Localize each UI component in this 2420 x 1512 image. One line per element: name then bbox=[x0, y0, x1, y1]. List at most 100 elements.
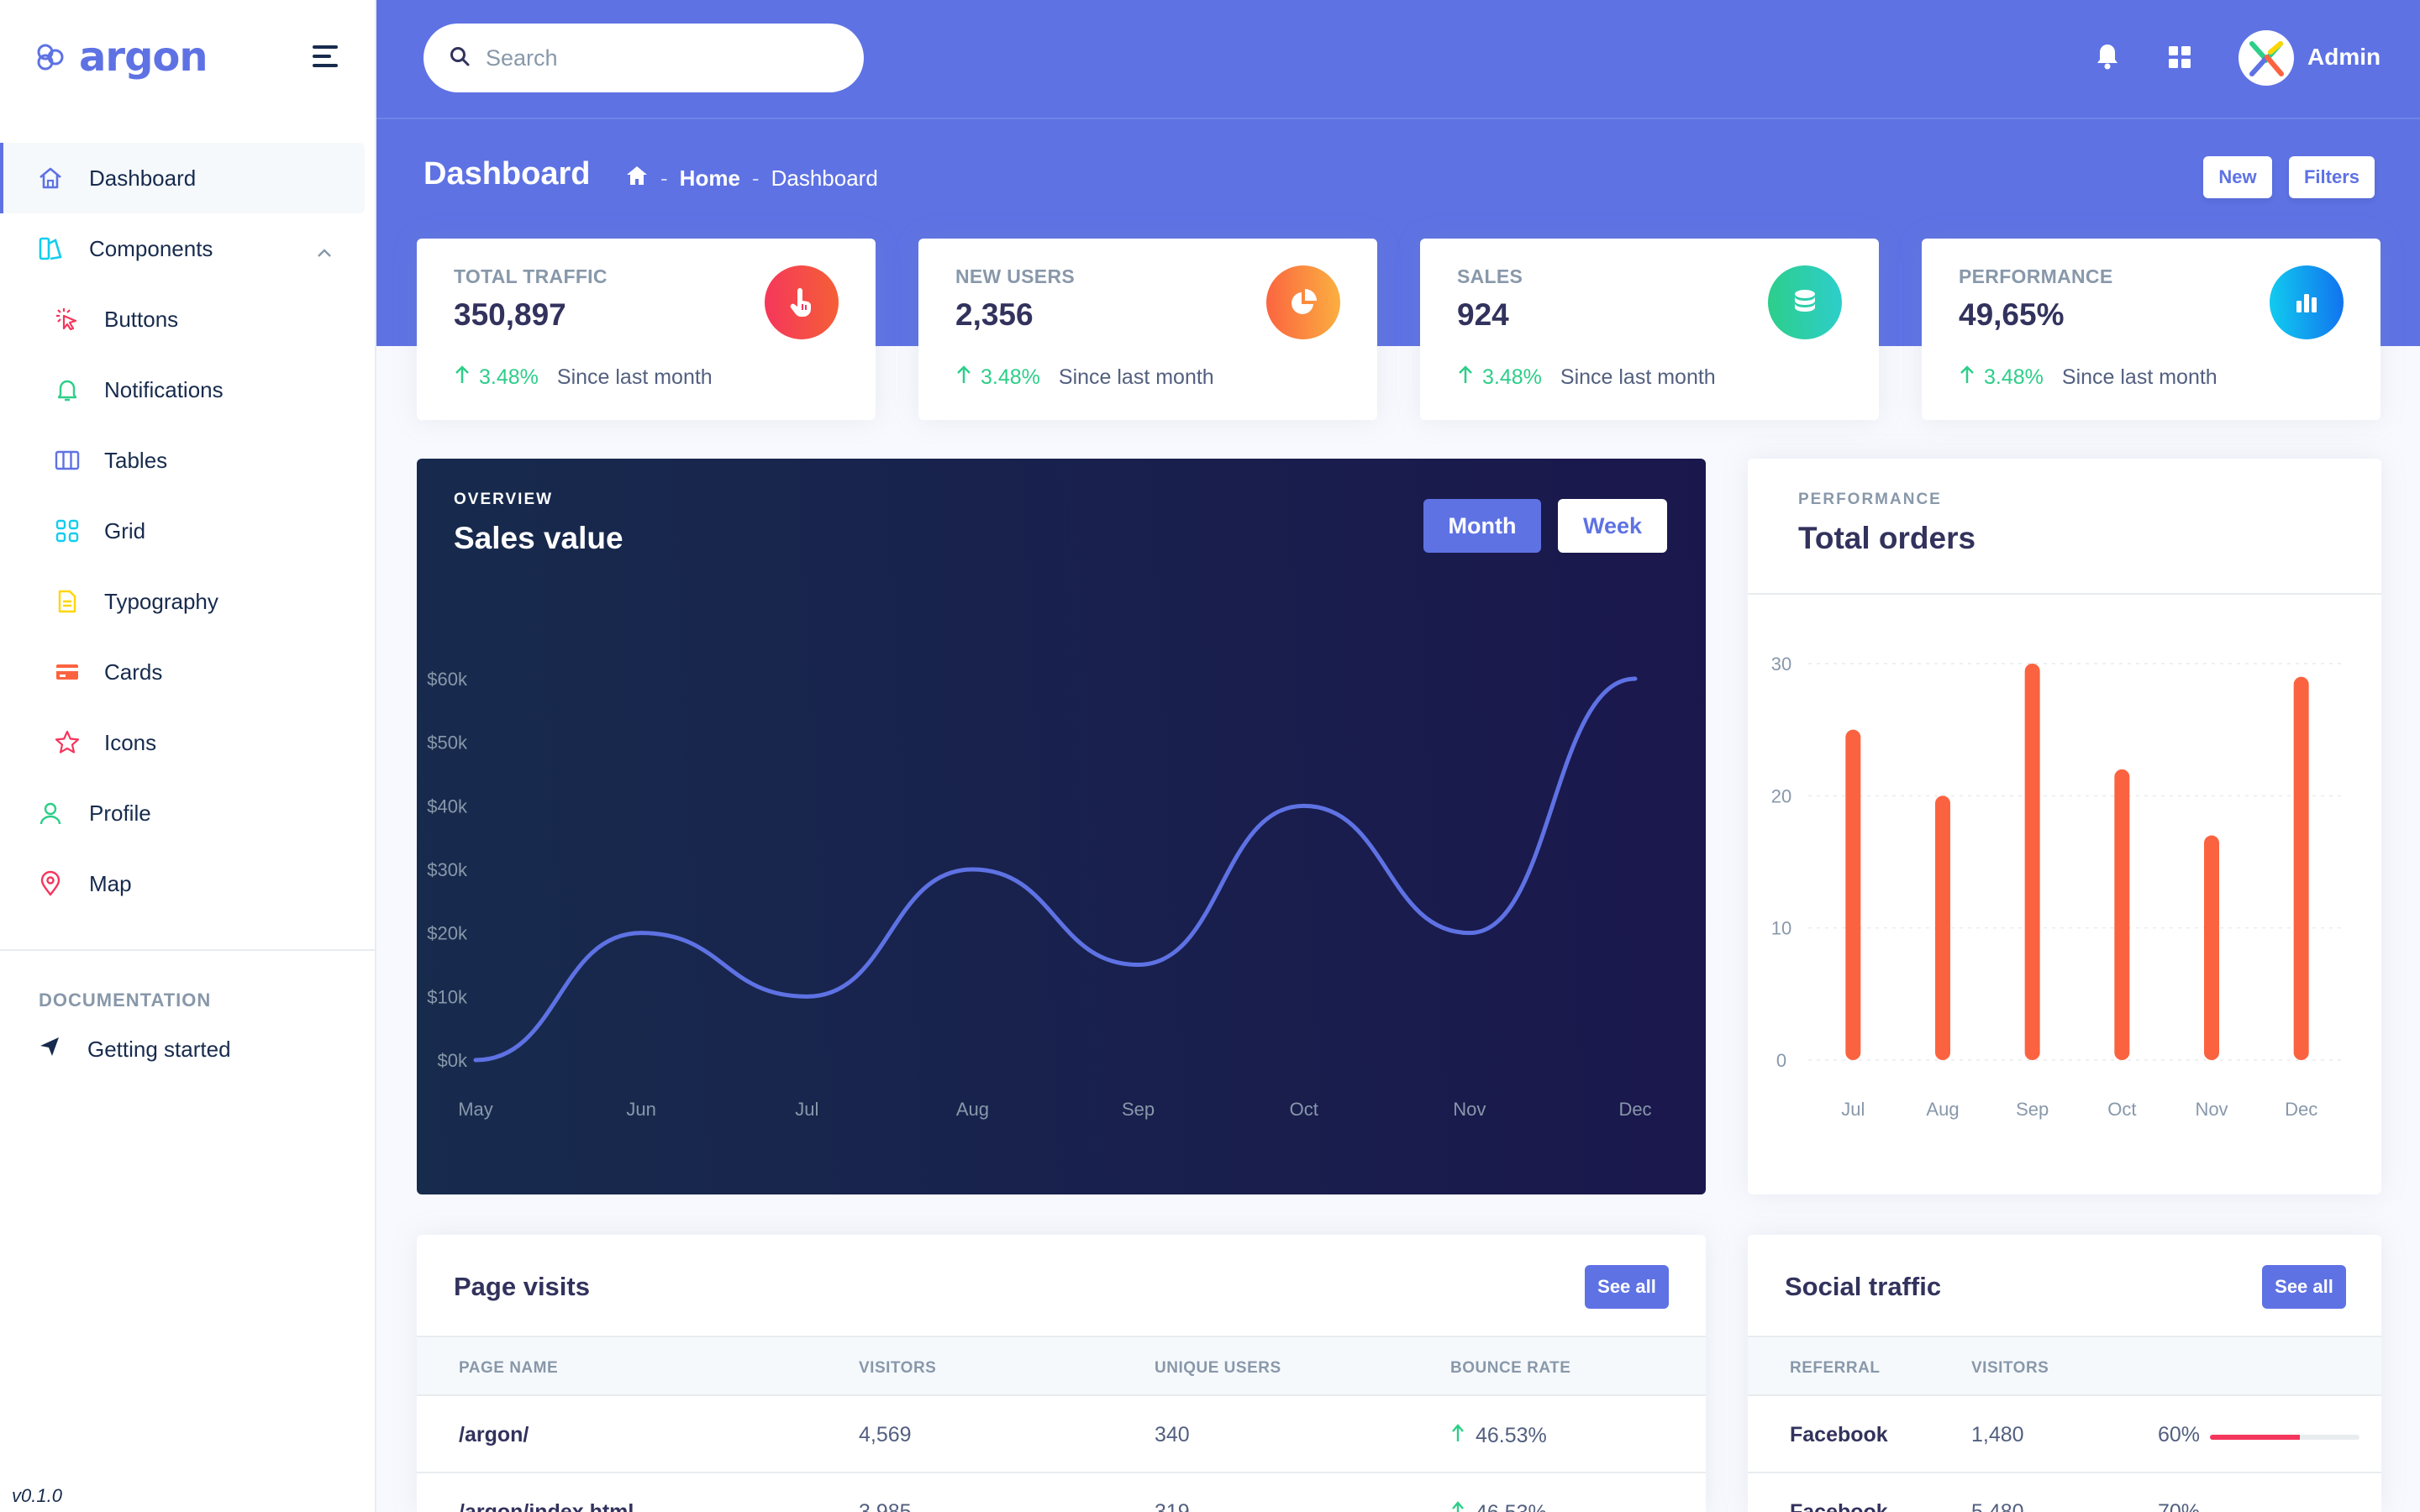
bar-chart-icon bbox=[2270, 265, 2344, 339]
home-icon bbox=[34, 161, 67, 195]
user-name[interactable]: Admin bbox=[2307, 44, 2381, 70]
sidebar-item-label: Map bbox=[89, 870, 132, 896]
breadcrumb-separator: - bbox=[751, 165, 760, 191]
avatar[interactable] bbox=[2238, 30, 2294, 86]
y-tick-label: $60k bbox=[427, 669, 468, 690]
sidebar-nav: Dashboard Components Buttons Notificatio… bbox=[0, 143, 376, 919]
visitors-cell: 3,985 bbox=[859, 1500, 912, 1512]
page-title: Dashboard bbox=[424, 156, 591, 192]
sidebar-item-dashboard[interactable]: Dashboard bbox=[0, 143, 365, 213]
pie-chart-icon bbox=[1266, 265, 1340, 339]
stat-since: Since last month bbox=[556, 365, 713, 389]
unique-users-cell: 319 bbox=[1155, 1500, 1190, 1512]
sidebar-item-cards[interactable]: Cards bbox=[0, 637, 376, 707]
see-all-button[interactable]: See all bbox=[2262, 1265, 2346, 1309]
column-header[interactable]: VISITORS bbox=[1971, 1359, 2049, 1377]
column-header[interactable]: REFERRAL bbox=[1790, 1359, 1881, 1377]
stat-change: 3.48% bbox=[479, 365, 539, 389]
card-overline: PERFORMANCE bbox=[1798, 491, 1942, 508]
series-line bbox=[473, 676, 1638, 1063]
bar bbox=[2293, 676, 2309, 1060]
stat-card-traffic: TOTAL TRAFFIC 350,897 3.48% Since last m… bbox=[417, 239, 876, 420]
sidebar-item-label: Profile bbox=[89, 800, 151, 826]
sidebar-item-label: Components bbox=[89, 235, 213, 261]
stat-footer: 3.48% Since last month bbox=[454, 365, 713, 391]
social-traffic-card: Social traffic See all REFERRAL VISITORS… bbox=[1748, 1235, 2381, 1512]
x-tick-label: Dec bbox=[2285, 1099, 2317, 1120]
arrow-up-icon bbox=[1959, 365, 1975, 391]
home-icon[interactable] bbox=[625, 165, 649, 192]
card-title: Social traffic bbox=[1785, 1272, 1942, 1301]
bounce-rate-value: 46.53% bbox=[1476, 1501, 1547, 1512]
sidebar-item-label: Notifications bbox=[104, 376, 224, 402]
x-tick-label: Nov bbox=[2195, 1099, 2228, 1120]
sidebar-item-grid[interactable]: Grid bbox=[0, 496, 376, 566]
unique-users-cell: 340 bbox=[1155, 1423, 1190, 1446]
sidebar-item-icons[interactable]: Icons bbox=[0, 707, 376, 778]
stat-value: 49,65% bbox=[1959, 297, 2065, 332]
sidebar-item-profile[interactable]: Profile bbox=[0, 778, 376, 848]
sidebar-item-label: Tables bbox=[104, 447, 168, 473]
table-columns-icon bbox=[50, 444, 84, 477]
sidebar: argon Dashboard Components Buttons Notif… bbox=[0, 0, 376, 1512]
sidenav-toggle-icon[interactable] bbox=[313, 45, 338, 73]
y-tick-label: $40k bbox=[427, 795, 468, 816]
table-row[interactable]: Facebook 5,480 70% bbox=[1748, 1473, 2381, 1512]
credit-card-icon bbox=[50, 655, 84, 689]
percent-cell: 70% bbox=[2158, 1500, 2201, 1512]
filters-button[interactable]: Filters bbox=[2289, 156, 2375, 198]
y-tick-label: $10k bbox=[427, 986, 468, 1007]
breadcrumb-home[interactable]: Home bbox=[679, 165, 740, 191]
sidebar-item-components[interactable]: Components bbox=[0, 213, 376, 284]
sidebar-item-map[interactable]: Map bbox=[0, 848, 376, 919]
bar bbox=[1845, 729, 1861, 1060]
bounce-rate-cell: 46.53% bbox=[1450, 1500, 1547, 1512]
sidebar-item-typography[interactable]: Typography bbox=[0, 566, 376, 637]
sidebar-item-buttons[interactable]: Buttons bbox=[0, 284, 376, 354]
header-divider bbox=[376, 118, 2420, 119]
page-visits-card: Page visits See all PAGE NAME VISITORS U… bbox=[417, 1235, 1706, 1512]
stat-card-sales: SALES 924 3.48% Since last month bbox=[1420, 239, 1879, 420]
table-row[interactable]: /argon/ 4,569 340 46.53% bbox=[417, 1396, 1706, 1473]
month-tab[interactable]: Month bbox=[1423, 499, 1541, 553]
stat-label: PERFORMANCE bbox=[1959, 265, 2113, 287]
x-tick-label: Jun bbox=[626, 1099, 655, 1120]
new-button[interactable]: New bbox=[2203, 156, 2272, 198]
search-input[interactable] bbox=[484, 44, 820, 72]
stat-label: SALES bbox=[1457, 265, 1523, 287]
sidebar-item-notifications[interactable]: Notifications bbox=[0, 354, 376, 425]
column-header[interactable]: PAGE NAME bbox=[459, 1359, 559, 1377]
page-name-cell: /argon/index.html bbox=[459, 1500, 634, 1512]
card-overline: OVERVIEW bbox=[454, 491, 554, 508]
apps-grid-icon[interactable] bbox=[2168, 45, 2191, 73]
stat-change: 3.48% bbox=[981, 365, 1040, 389]
x-tick-label: May bbox=[458, 1099, 493, 1120]
page-name-cell: /argon/ bbox=[459, 1423, 529, 1446]
sidebar-item-label: Getting started bbox=[87, 1036, 231, 1062]
y-tick-label: $50k bbox=[427, 732, 468, 753]
column-header[interactable]: VISITORS bbox=[859, 1359, 937, 1377]
orders-bar-chart: 0 10 20 30 Jul Aug Sep Oct Nov Dec bbox=[1771, 654, 2346, 1120]
stat-since: Since last month bbox=[1560, 365, 1716, 389]
table-row[interactable]: /argon/index.html 3,985 319 46.53% bbox=[417, 1473, 1706, 1512]
star-icon bbox=[50, 726, 84, 759]
week-tab[interactable]: Week bbox=[1558, 499, 1667, 553]
sidebar-item-tables[interactable]: Tables bbox=[0, 425, 376, 496]
arrow-up-icon bbox=[1457, 365, 1474, 391]
y-tick-label: 10 bbox=[1771, 918, 1791, 939]
card-title: Total orders bbox=[1798, 521, 1976, 555]
grid-icon bbox=[50, 514, 84, 548]
stat-value: 924 bbox=[1457, 297, 1509, 332]
search-bar[interactable] bbox=[424, 24, 864, 92]
avatar-logo-icon bbox=[2249, 41, 2284, 76]
column-header[interactable]: UNIQUE USERS bbox=[1155, 1359, 1281, 1377]
see-all-button[interactable]: See all bbox=[1585, 1265, 1669, 1309]
brand-logo[interactable]: argon bbox=[34, 30, 208, 84]
column-header[interactable]: BOUNCE RATE bbox=[1450, 1359, 1571, 1377]
sidebar-divider bbox=[0, 949, 376, 951]
bell-icon[interactable] bbox=[2094, 42, 2121, 75]
sidebar-item-getting-started[interactable]: Getting started bbox=[39, 1032, 231, 1067]
stat-label: NEW USERS bbox=[955, 265, 1075, 287]
table-row[interactable]: Facebook 1,480 60% bbox=[1748, 1396, 2381, 1473]
breadcrumb-current: Dashboard bbox=[771, 165, 878, 191]
